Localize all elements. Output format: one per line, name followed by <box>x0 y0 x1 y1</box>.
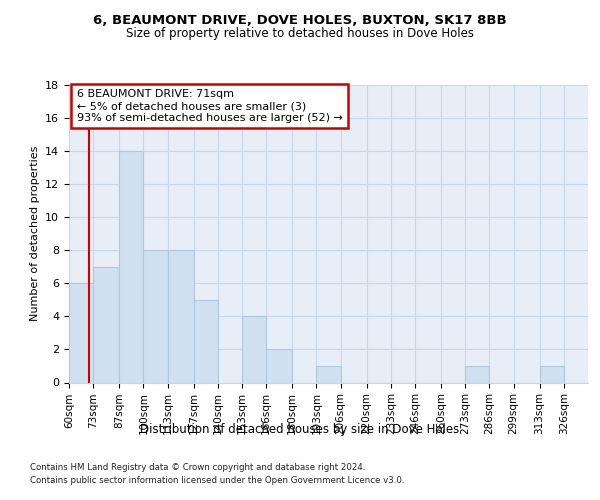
Text: Contains HM Land Registry data © Crown copyright and database right 2024.: Contains HM Land Registry data © Crown c… <box>30 462 365 471</box>
Bar <box>465 366 490 382</box>
Text: Distribution of detached houses by size in Dove Holes: Distribution of detached houses by size … <box>140 422 460 436</box>
Text: 6 BEAUMONT DRIVE: 71sqm
← 5% of detached houses are smaller (3)
93% of semi-deta: 6 BEAUMONT DRIVE: 71sqm ← 5% of detached… <box>77 90 343 122</box>
Bar <box>539 366 564 382</box>
Bar <box>194 300 218 382</box>
Y-axis label: Number of detached properties: Number of detached properties <box>29 146 40 322</box>
Bar <box>316 366 341 382</box>
Bar <box>167 250 194 382</box>
Bar <box>119 151 143 382</box>
Text: Size of property relative to detached houses in Dove Holes: Size of property relative to detached ho… <box>126 28 474 40</box>
Bar <box>143 250 167 382</box>
Text: Contains public sector information licensed under the Open Government Licence v3: Contains public sector information licen… <box>30 476 404 485</box>
Bar <box>242 316 266 382</box>
Text: 6, BEAUMONT DRIVE, DOVE HOLES, BUXTON, SK17 8BB: 6, BEAUMONT DRIVE, DOVE HOLES, BUXTON, S… <box>93 14 507 27</box>
Bar <box>69 284 93 382</box>
Bar <box>93 267 119 382</box>
Bar <box>266 350 292 382</box>
